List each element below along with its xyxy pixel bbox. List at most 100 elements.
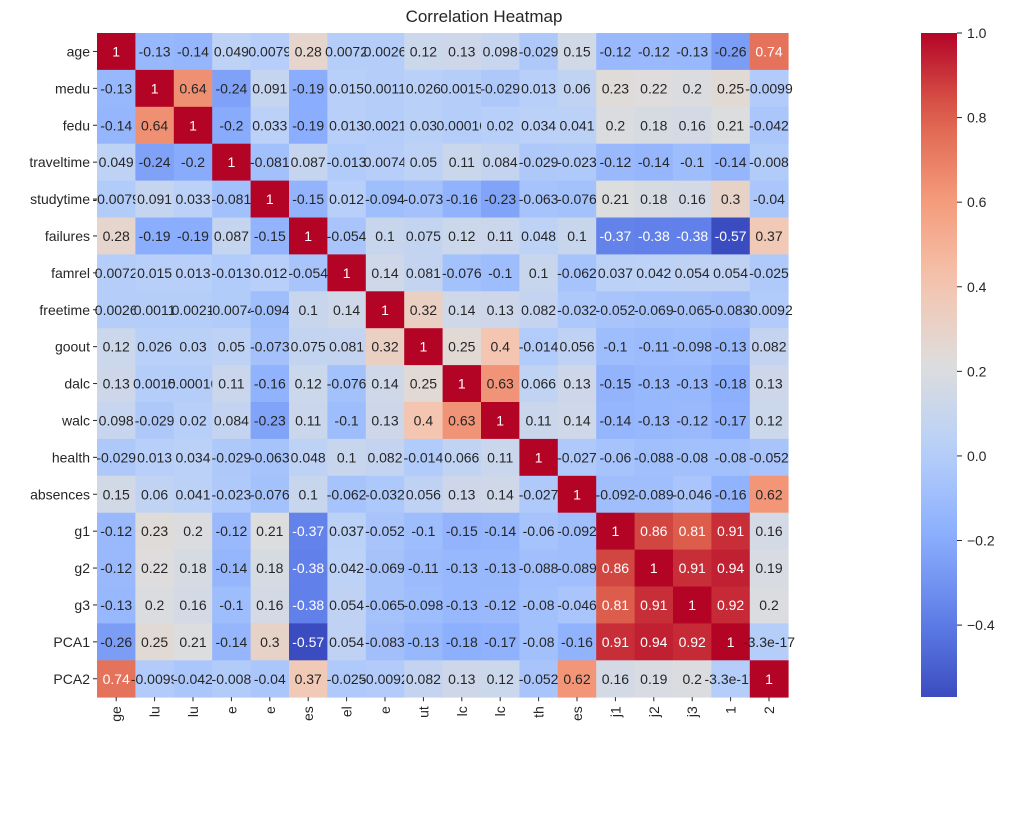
cell-value-label: 0.081 [406, 265, 441, 281]
cell-value-label: 0.041 [559, 117, 594, 133]
heatmap-cell [673, 549, 712, 587]
heatmap-cell [250, 33, 290, 71]
cell-value-label: -0.13 [139, 43, 171, 59]
heatmap-cell [442, 512, 482, 550]
cell-value-label: 0.21 [717, 117, 744, 133]
cell-value-label: 0.075 [406, 228, 441, 244]
cell-value-label: -0.15 [254, 228, 286, 244]
heatmap-cell [289, 328, 328, 366]
cell-value-label: -0.073 [250, 339, 290, 355]
heatmap-cell [135, 180, 175, 218]
cell-value-label: -0.076 [557, 191, 597, 207]
cell-value-label: -0.052 [596, 302, 636, 318]
heatmap-cell [749, 106, 789, 145]
heatmap-cell [749, 365, 789, 403]
cell-value-label: -0.06 [523, 523, 555, 539]
row-tick-label: health [52, 449, 90, 465]
heatmap-cell [97, 291, 136, 329]
cell-value-label: -0.12 [484, 597, 516, 613]
heatmap-cell [173, 328, 213, 366]
cell-value-label: 0.63 [487, 376, 514, 392]
cell-value-label: 0.21 [602, 191, 629, 207]
heatmap-cell [97, 623, 136, 661]
heatmap-cell [711, 365, 751, 403]
cell-value-label: 0.049 [99, 154, 134, 170]
cell-value-label: -0.1 [411, 523, 435, 539]
cell-value-label: 0.16 [602, 671, 629, 687]
heatmap-cell [97, 33, 136, 71]
cell-value-label: 0.13 [563, 376, 590, 392]
cell-value-label: 1 [266, 191, 274, 207]
cell-value-label: -0.12 [215, 523, 247, 539]
cell-value-label: 0.92 [679, 634, 706, 650]
heatmap-cell [212, 180, 251, 218]
heatmap-cell [250, 438, 290, 477]
row-tick-label: freetime [39, 302, 90, 318]
cell-value-label: 0.92 [717, 597, 744, 613]
heatmap-cell [557, 512, 597, 550]
heatmap-cell [673, 69, 712, 108]
heatmap-cell [250, 660, 290, 698]
heatmap-cell [519, 586, 559, 624]
cell-value-label: 0.14 [448, 302, 475, 318]
heatmap-cell [327, 143, 367, 181]
cell-value-label: 1 [650, 560, 658, 576]
heatmap-cell [250, 402, 290, 440]
heatmap-cell [97, 512, 136, 550]
heatmap-cell [442, 475, 482, 514]
cell-value-label: 0.1 [375, 228, 395, 244]
heatmap-cell [481, 623, 520, 661]
heatmap-cell [557, 33, 597, 71]
cell-value-label: 0.0011 [364, 80, 406, 96]
cell-value-label: 0.63 [448, 412, 475, 428]
heatmap-cell [365, 180, 405, 218]
cell-value-label: -0.38 [676, 228, 708, 244]
heatmap-cell [365, 328, 405, 366]
cell-value-label: -0.025 [327, 671, 367, 687]
cell-value-label: 0.16 [256, 597, 283, 613]
cell-value-label: -0.025 [749, 265, 789, 281]
heatmap-cell [749, 33, 789, 71]
cell-value-label: 0.23 [141, 523, 168, 539]
heatmap-cell [365, 512, 405, 550]
cell-value-label: -0.24 [215, 80, 247, 96]
heatmap-cell [442, 328, 482, 366]
cell-value-label: 0.084 [483, 154, 518, 170]
heatmap-cell [404, 549, 443, 587]
cell-value-label: 0.21 [256, 523, 283, 539]
heatmap-cell [250, 586, 290, 624]
cell-value-label: -0.073 [404, 191, 444, 207]
heatmap-cell [327, 69, 367, 108]
heatmap-cell [481, 180, 520, 218]
cell-value-label: -0.26 [100, 634, 132, 650]
cell-value-label: 0.054 [675, 265, 710, 281]
heatmap-cell [173, 106, 213, 145]
cell-value-label: 0.0011 [134, 302, 176, 318]
heatmap-cell [212, 623, 251, 661]
cell-value-label: 0.05 [410, 154, 437, 170]
colorbar-tick-label: 1.0 [967, 25, 987, 41]
column-tick-label: lc [454, 706, 470, 716]
cell-value-label: -0.046 [672, 486, 712, 502]
cell-value-label: 1 [727, 634, 735, 650]
heatmap-cell [673, 512, 712, 550]
heatmap-cell [97, 328, 136, 366]
heatmap-cell [327, 180, 367, 218]
cell-value-label: 0.06 [141, 486, 168, 502]
cell-value-label: 0.1 [298, 302, 318, 318]
heatmap-cell [442, 106, 482, 145]
heatmap-cell [557, 143, 597, 181]
heatmap-cell [673, 328, 712, 366]
cell-value-label: 0.25 [717, 80, 744, 96]
cell-value-label: -0.37 [292, 523, 324, 539]
cell-value-label: 0.2 [145, 597, 165, 613]
heatmap-cell [557, 180, 597, 218]
heatmap-cell [634, 106, 674, 145]
heatmap-cell [673, 217, 712, 255]
cell-value-label: -0.13 [638, 412, 670, 428]
cell-value-label: 0.13 [448, 43, 475, 59]
heatmap-cell [749, 180, 789, 218]
cell-value-label: -0.081 [250, 154, 290, 170]
cell-value-label: 0.0072 [95, 265, 138, 281]
cell-value-label: 0.25 [141, 634, 168, 650]
